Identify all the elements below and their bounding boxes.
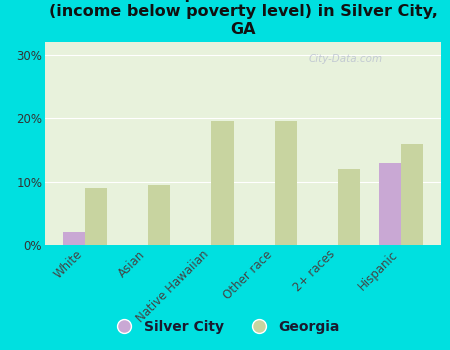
Bar (212, 121, 234, 245)
Bar (379, 162, 401, 245)
Bar (338, 169, 360, 245)
Bar (85, 188, 107, 245)
Bar (401, 144, 423, 245)
Bar (63, 232, 85, 245)
Legend: Silver City, Georgia: Silver City, Georgia (105, 314, 345, 340)
Text: City-Data.com: City-Data.com (309, 54, 383, 64)
Bar (148, 185, 171, 245)
Bar (274, 121, 297, 245)
Title: Breakdown of poor residents within races
(income below poverty level) in Silver : Breakdown of poor residents within races… (49, 0, 437, 37)
